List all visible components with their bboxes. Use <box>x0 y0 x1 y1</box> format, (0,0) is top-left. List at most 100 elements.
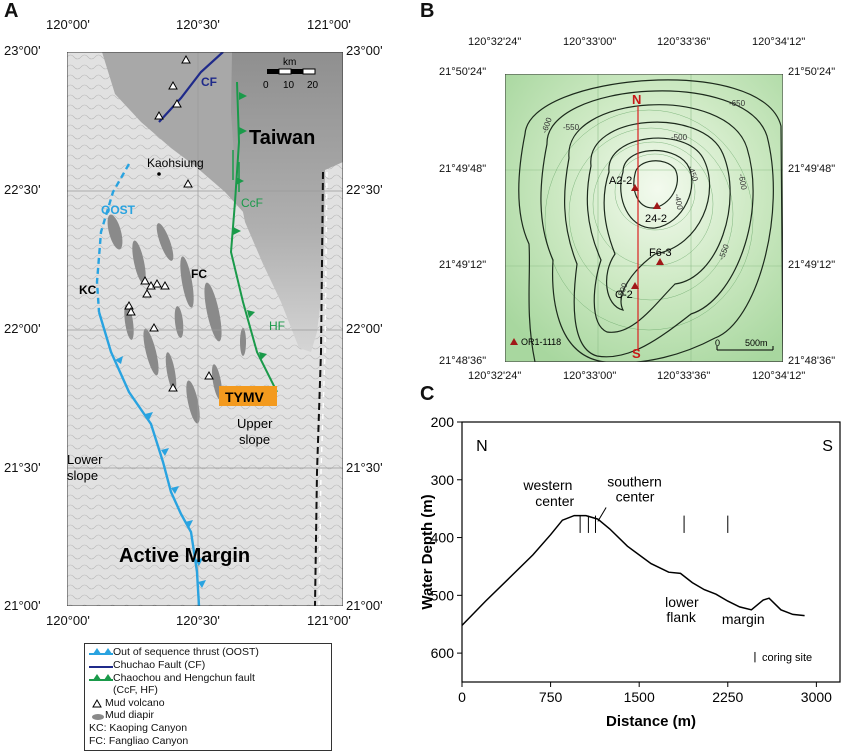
oost-triangle <box>145 412 153 420</box>
x-tick-label: 750 <box>539 689 563 705</box>
kaohsiung-dot <box>157 172 161 176</box>
b-lat-right-0: 21°50'24" <box>788 66 836 78</box>
mud-volcano <box>183 178 193 188</box>
x-axis-label: Distance (m) <box>606 713 696 730</box>
b-lon-bottom-0: 120°32'24" <box>468 370 522 382</box>
site-label: F6-3 <box>649 247 672 259</box>
a-lon-bottom-1: 120°30' <box>176 613 220 628</box>
a-lon-bottom-0: 120°00' <box>46 613 90 628</box>
mud-volcano <box>168 80 178 90</box>
end-label-s: S <box>822 438 833 455</box>
site-label: 24-2 <box>645 213 667 225</box>
oost-triangle <box>161 448 169 456</box>
ccf-triangle <box>233 227 241 235</box>
legend-a-mud-volcano: Mud volcano <box>105 697 165 709</box>
mud-diapir <box>186 380 200 424</box>
scale-b-500: 500m <box>745 338 768 348</box>
trench-line <box>314 171 324 606</box>
legend-green-triangle <box>93 674 101 680</box>
x-tick-label: 3000 <box>801 689 832 705</box>
scale-unit: km <box>283 57 296 68</box>
label-fc: FC <box>191 267 207 281</box>
a-lat-right-1: 22°30' <box>346 182 383 197</box>
mud-volcano <box>154 110 164 120</box>
b-lat-left-3: 21°48'36" <box>439 355 487 367</box>
a-lon-bottom-2: 121°00' <box>307 613 351 628</box>
profile-chart: 0 750 1500 2250 3000 200 300 400 500 600 Distance … <box>420 414 841 730</box>
site-marker <box>631 184 639 191</box>
section-s-label: S <box>632 346 641 361</box>
legend-mud-diapir <box>92 714 104 720</box>
label-hf: HF <box>269 319 285 333</box>
a-lat-left-0: 23°00' <box>4 43 41 58</box>
b-lat-right-1: 21°49'48" <box>788 163 836 175</box>
mud-volcano <box>204 370 214 380</box>
end-label-n: N <box>476 438 488 455</box>
b-lon-bottom-3: 120°34'12" <box>752 370 806 382</box>
panel-b-letter: B <box>420 0 435 22</box>
contour-label: -600 <box>737 173 749 191</box>
contour-label: -400 <box>673 193 685 211</box>
a-lat-right-3: 21°30' <box>346 460 383 475</box>
legend-blue-triangle <box>93 648 101 654</box>
b-lat-left-0: 21°50'24" <box>439 66 487 78</box>
annotation-lower-2: flank <box>666 609 697 625</box>
ccf-triangle <box>239 92 247 100</box>
mud-diapir <box>107 214 123 250</box>
mud-diapir <box>204 282 222 342</box>
mud-volcano <box>181 54 191 64</box>
label-lower-slope-2: slope <box>67 468 98 483</box>
oost-triangle <box>171 486 179 494</box>
site-marker <box>631 282 639 289</box>
site-marker <box>653 202 661 209</box>
label-cf: CF <box>201 75 217 89</box>
mud-volcano <box>142 288 152 298</box>
legend-mud-volcano <box>92 698 102 708</box>
contour-label: -550 <box>563 123 580 132</box>
legend-a-mud-diapir: Mud diapir <box>105 709 155 721</box>
a-lat-left-4: 21°00' <box>4 598 41 613</box>
land-taiwan <box>231 52 343 352</box>
site-label: C-2 <box>615 289 633 301</box>
annotation-southern-1: southern <box>607 474 661 490</box>
a-lat-left-1: 22°30' <box>4 182 41 197</box>
b-lon-top-0: 120°32'24" <box>468 36 522 48</box>
legend-a-oost: Out of sequence thrust (OOST) <box>113 646 259 658</box>
label-taiwan: Taiwan <box>249 127 315 149</box>
scale-label-10: 10 <box>283 80 295 91</box>
hf-triangle <box>259 352 267 360</box>
mud-diapir <box>240 328 246 356</box>
section-n-label: N <box>632 92 641 107</box>
mud-volcano <box>152 278 162 288</box>
y-tick-label: 500 <box>431 587 455 603</box>
y-tick-label: 400 <box>431 530 455 546</box>
legend-a-fc: FC: Fangliao Canyon <box>89 735 189 747</box>
ccf-triangle <box>236 177 244 185</box>
mud-diapir <box>180 256 194 308</box>
b-lat-left-1: 21°49'48" <box>439 163 487 175</box>
bathymetry-fill <box>505 74 783 362</box>
plot-frame <box>461 421 841 683</box>
mud-volcano <box>126 306 136 316</box>
x-tick-label: 2250 <box>712 689 743 705</box>
a-lat-right-0: 23°00' <box>346 43 383 58</box>
a-lat-left-3: 21°30' <box>4 460 41 475</box>
label-kaohsiung: Kaohsiung <box>147 156 204 170</box>
mud-diapir <box>132 240 146 284</box>
site-marker <box>656 258 664 265</box>
a-lon-top-0: 120°00' <box>46 17 90 32</box>
legend-green-triangle <box>104 674 112 680</box>
oost-triangle <box>195 558 203 566</box>
mud-diapir <box>156 223 174 261</box>
annotation-western-1: western <box>522 477 572 493</box>
b-lon-bottom-1: 120°33'00" <box>563 370 617 382</box>
label-upper-slope-2: slope <box>239 432 270 447</box>
label-lower-slope-1: Lower <box>67 452 103 467</box>
a-lat-right-4: 21°00' <box>346 598 383 613</box>
scale-bar-seg <box>278 68 292 75</box>
y-tick-label: 200 <box>431 414 455 430</box>
label-upper-slope-1: Upper <box>237 416 273 431</box>
oost-triangle <box>185 520 193 528</box>
scale-b-0: 0 <box>715 338 720 348</box>
map-a: km 0 10 20 Taiwan Kaohsiung OOST CF CcF … <box>67 52 343 606</box>
